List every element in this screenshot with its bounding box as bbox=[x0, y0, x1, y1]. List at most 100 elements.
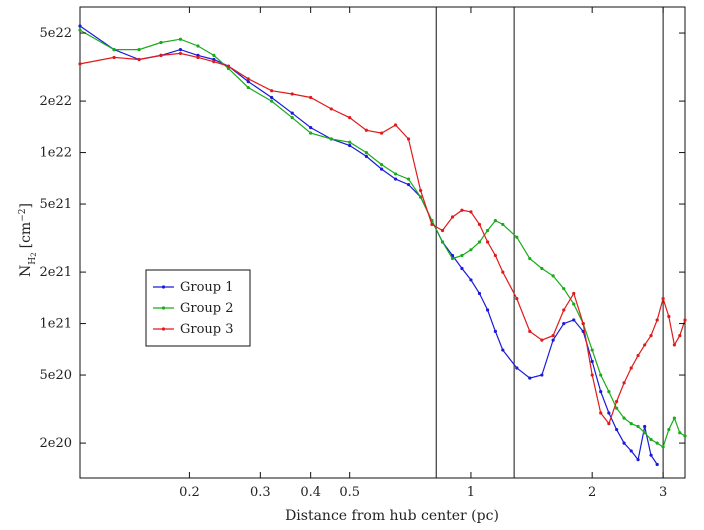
x-tick-label: 1 bbox=[467, 485, 475, 500]
data-point bbox=[599, 411, 603, 415]
data-point bbox=[78, 28, 82, 32]
data-point bbox=[540, 373, 544, 377]
data-point bbox=[615, 406, 619, 410]
data-point bbox=[364, 150, 368, 155]
data-point bbox=[572, 318, 576, 322]
data-point bbox=[379, 131, 384, 135]
plot-frame bbox=[79, 6, 686, 479]
data-point bbox=[607, 422, 611, 426]
series-line-group-3 bbox=[79, 52, 686, 425]
legend-marker bbox=[161, 306, 166, 310]
data-point bbox=[528, 329, 532, 333]
data-point bbox=[649, 453, 653, 457]
data-point bbox=[667, 427, 671, 432]
data-point bbox=[572, 302, 576, 306]
data-point bbox=[599, 390, 603, 394]
data-point bbox=[655, 441, 659, 445]
data-point bbox=[540, 266, 544, 271]
y-tick-label: 2e22 bbox=[39, 94, 72, 109]
data-point bbox=[486, 228, 490, 233]
data-point bbox=[270, 99, 274, 103]
data-point bbox=[493, 329, 497, 333]
y-axis-title: NH2 [cm−2] bbox=[18, 203, 38, 277]
data-point bbox=[477, 222, 482, 227]
data-point bbox=[290, 116, 294, 120]
data-point bbox=[643, 424, 647, 429]
data-point bbox=[551, 338, 555, 342]
data-point bbox=[450, 256, 455, 261]
data-point bbox=[430, 222, 434, 227]
y-tick-label: 1e21 bbox=[39, 317, 72, 332]
data-point bbox=[562, 321, 566, 326]
x-axis-title: Distance from hub center (pc) bbox=[285, 508, 499, 524]
data-point bbox=[348, 140, 352, 144]
data-point bbox=[348, 116, 352, 120]
data-point bbox=[572, 291, 576, 296]
data-point bbox=[469, 210, 473, 214]
data-point bbox=[329, 137, 333, 141]
data-point bbox=[655, 462, 659, 467]
data-point bbox=[629, 422, 633, 426]
legend-label: Group 1 bbox=[180, 280, 234, 295]
data-point bbox=[393, 177, 398, 181]
data-point bbox=[486, 240, 490, 244]
legend-marker bbox=[161, 327, 166, 331]
y-tick-label: 2e21 bbox=[39, 265, 72, 280]
data-point bbox=[329, 107, 333, 111]
y-axis-title-unit-exponent: −2 bbox=[18, 209, 28, 222]
data-point bbox=[270, 89, 274, 93]
data-point bbox=[636, 424, 640, 429]
data-point bbox=[643, 431, 647, 435]
data-point bbox=[655, 318, 659, 322]
data-point bbox=[226, 64, 231, 68]
data-point bbox=[643, 343, 647, 347]
y-axis-title-unit-close: ] bbox=[18, 203, 34, 208]
x-axis: 0.2 0.3 0.4 0.5 1 2 3 bbox=[179, 7, 667, 500]
data-point bbox=[493, 253, 497, 258]
y-axis: 2e20 5e20 1e21 2e21 5e21 1e22 2e22 5e22 bbox=[39, 26, 685, 451]
legend-marker bbox=[161, 285, 166, 289]
data-point bbox=[178, 48, 183, 52]
data-point bbox=[460, 253, 464, 258]
data-point bbox=[309, 125, 313, 130]
data-point bbox=[540, 338, 544, 342]
y-axis-title-subscript: H bbox=[28, 257, 38, 265]
data-point bbox=[629, 366, 633, 370]
data-point bbox=[477, 291, 482, 296]
data-point bbox=[393, 172, 398, 176]
data-point bbox=[683, 434, 687, 438]
data-point bbox=[137, 48, 141, 52]
data-point bbox=[212, 53, 216, 58]
data-point bbox=[212, 60, 216, 64]
y-tick-label: 5e21 bbox=[39, 197, 72, 212]
data-point bbox=[159, 40, 163, 45]
series-group bbox=[78, 24, 687, 467]
data-point bbox=[246, 85, 250, 90]
data-point bbox=[196, 55, 200, 60]
data-point bbox=[515, 296, 519, 301]
data-point bbox=[486, 308, 490, 312]
data-point bbox=[406, 177, 411, 181]
data-point bbox=[460, 266, 464, 271]
data-point bbox=[672, 416, 676, 420]
data-point bbox=[246, 77, 250, 81]
data-point bbox=[636, 353, 640, 358]
x-tick-label: 0.2 bbox=[179, 485, 200, 500]
x-tick-label: 0.4 bbox=[300, 485, 321, 500]
data-point bbox=[309, 95, 313, 100]
data-point bbox=[649, 334, 653, 338]
data-point bbox=[406, 137, 411, 141]
data-point bbox=[419, 188, 423, 193]
data-point bbox=[440, 240, 445, 244]
data-point bbox=[562, 308, 566, 312]
data-point bbox=[178, 37, 183, 41]
data-point bbox=[678, 334, 682, 338]
data-point bbox=[112, 48, 116, 52]
data-point bbox=[622, 416, 626, 420]
data-point bbox=[590, 359, 594, 364]
data-point bbox=[364, 154, 368, 158]
data-point bbox=[636, 458, 640, 462]
data-point bbox=[493, 219, 497, 223]
y-axis-title-subsubscript: 2 bbox=[30, 252, 38, 256]
data-point bbox=[406, 182, 411, 187]
